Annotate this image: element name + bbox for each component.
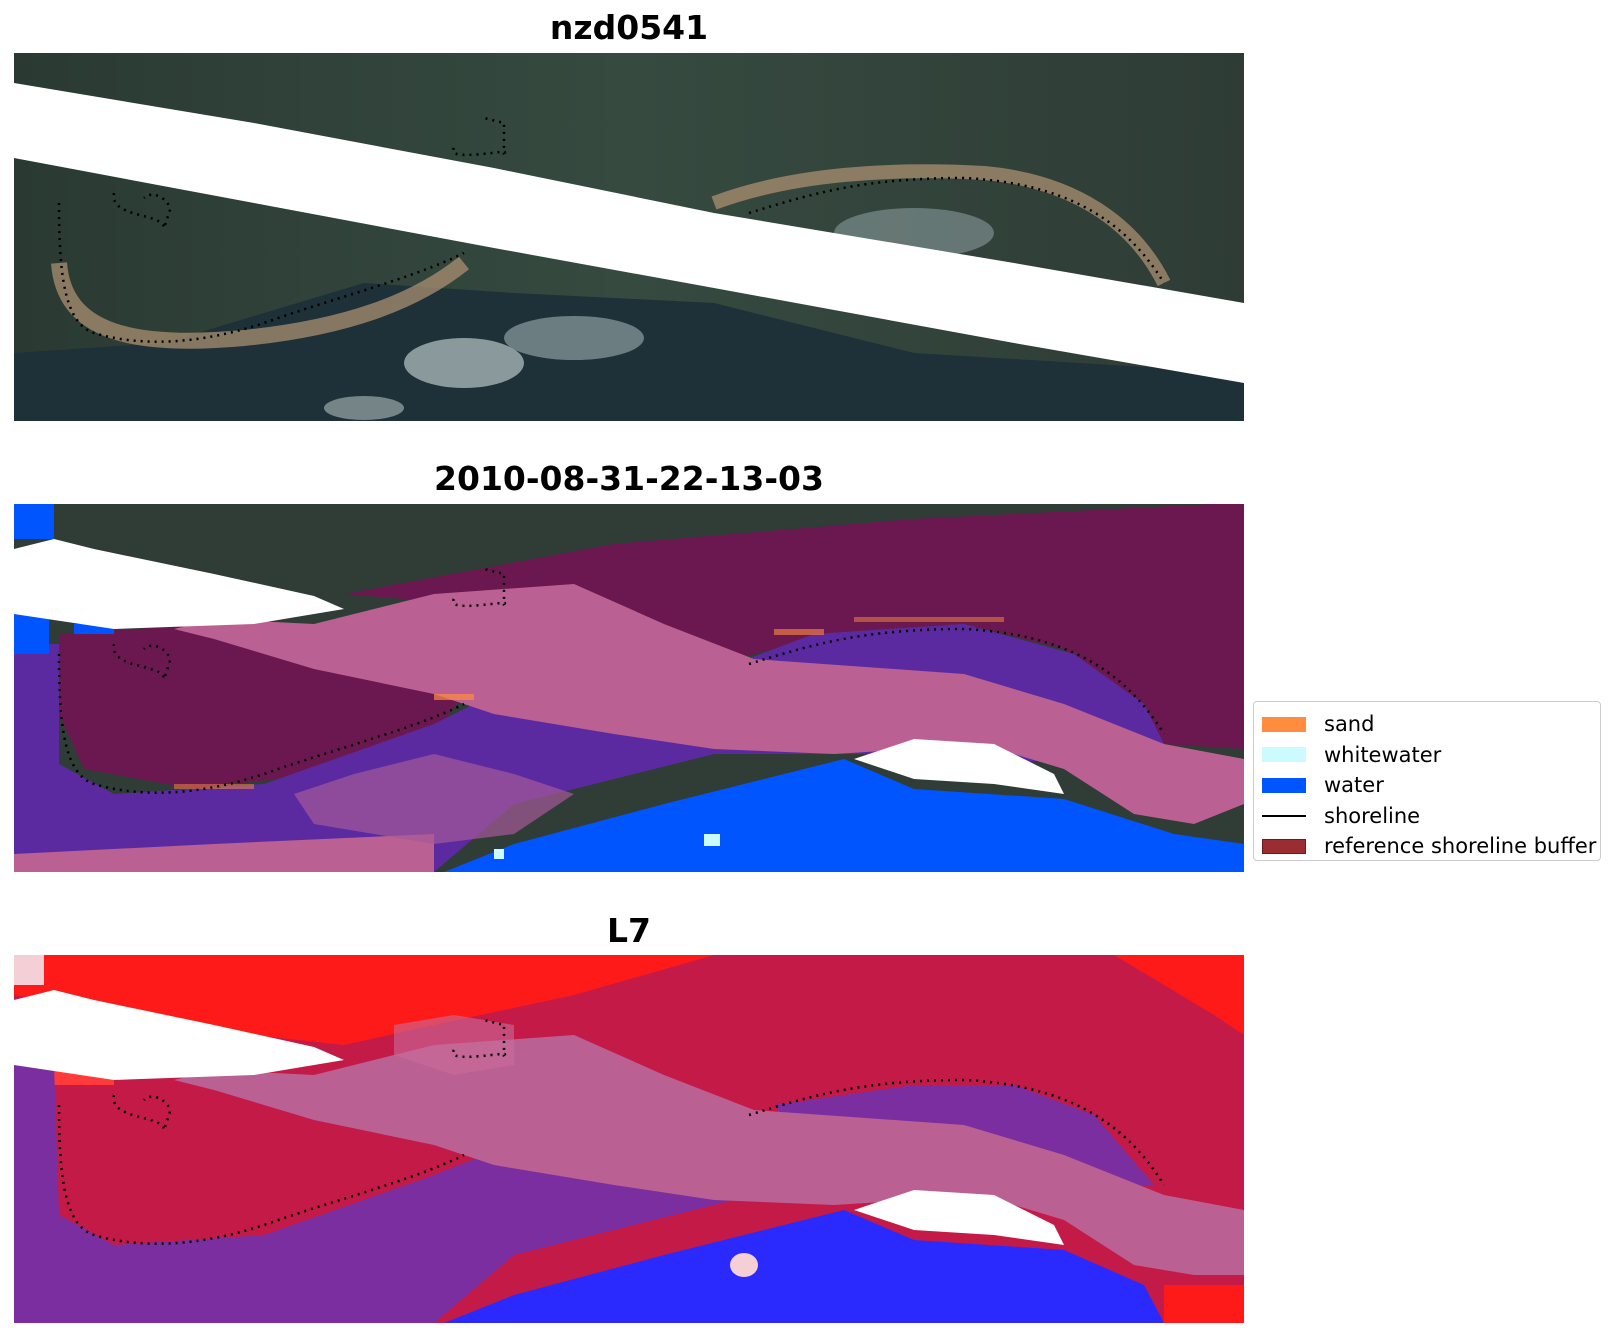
- rgb-image: [14, 53, 1244, 421]
- buffer-swatch: [1262, 838, 1306, 854]
- index-image: [14, 955, 1244, 1323]
- whitewater-swatch: [1262, 747, 1306, 763]
- legend-item-sand: sand: [1262, 709, 1600, 740]
- legend-item-buffer: reference shoreline buffer: [1262, 831, 1600, 862]
- panel-title-1: nzd0541: [549, 8, 709, 47]
- legend-label: shoreline: [1324, 803, 1421, 828]
- legend-label: reference shoreline buffer: [1324, 834, 1597, 859]
- sand-swatch: [1262, 716, 1306, 732]
- legend-item-shoreline: shoreline: [1262, 801, 1600, 832]
- classified-image: [14, 504, 1244, 872]
- classified-image-panel: [14, 504, 1244, 872]
- legend: sand whitewater water shoreline referenc…: [1253, 701, 1601, 861]
- legend-item-water: water: [1262, 770, 1600, 801]
- legend-label: sand: [1324, 712, 1375, 737]
- shoreline-line-icon: [1262, 814, 1306, 817]
- rgb-image-panel: [14, 53, 1244, 421]
- legend-item-whitewater: whitewater: [1262, 740, 1600, 771]
- index-image-panel: [14, 955, 1244, 1323]
- legend-label: water: [1324, 773, 1384, 798]
- panel-title-2: 2010-08-31-22-13-03: [434, 459, 824, 498]
- water-swatch: [1262, 777, 1306, 793]
- legend-label: whitewater: [1324, 742, 1442, 767]
- panel-title-3: L7: [607, 911, 651, 950]
